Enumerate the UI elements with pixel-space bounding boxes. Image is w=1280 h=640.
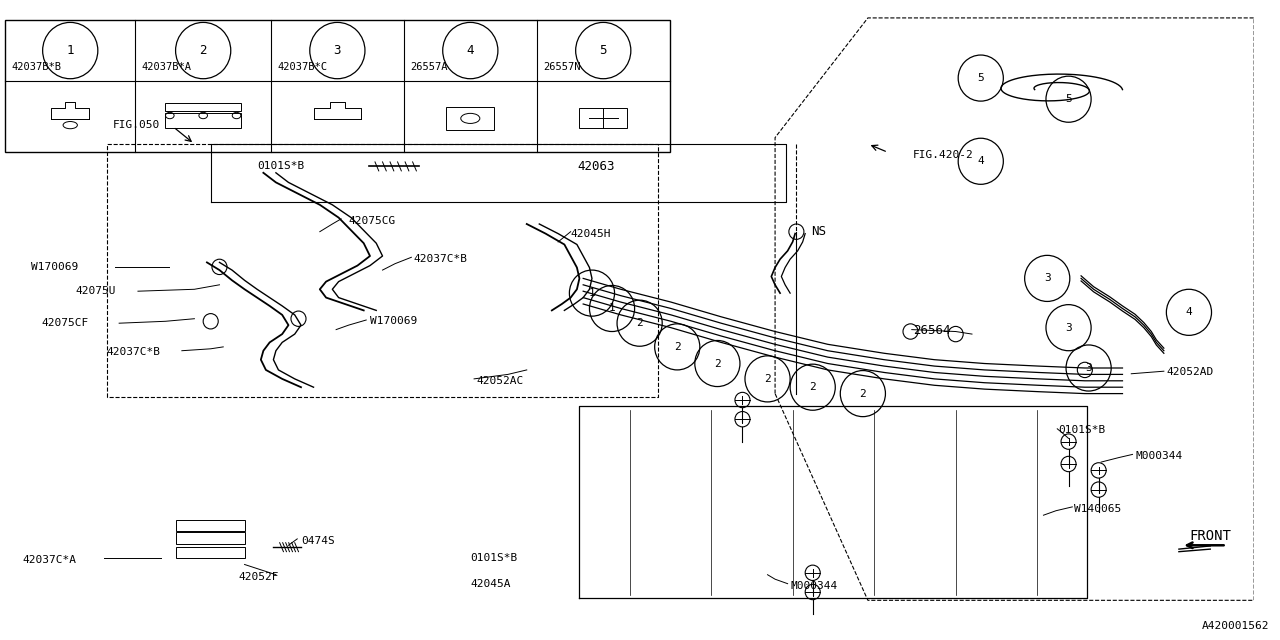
Text: 42037B*A: 42037B*A xyxy=(142,61,192,72)
Text: 26557A: 26557A xyxy=(410,61,448,72)
Text: FRONT: FRONT xyxy=(1189,529,1231,543)
Bar xyxy=(447,107,494,130)
Text: 42052F: 42052F xyxy=(238,572,279,582)
Text: 42045H: 42045H xyxy=(571,228,611,239)
Bar xyxy=(5,20,669,152)
Bar xyxy=(580,108,627,129)
Text: 5: 5 xyxy=(1065,94,1071,104)
Text: 0474S: 0474S xyxy=(301,536,335,546)
Text: FIG.050: FIG.050 xyxy=(113,120,160,130)
Text: 2: 2 xyxy=(859,388,867,399)
Text: 42037C*B: 42037C*B xyxy=(413,254,468,264)
Bar xyxy=(175,520,244,531)
Text: 3: 3 xyxy=(334,44,342,57)
Text: 42052AD: 42052AD xyxy=(1166,367,1213,378)
Bar xyxy=(165,113,242,129)
Text: 0101S*B: 0101S*B xyxy=(257,161,305,172)
Text: 3: 3 xyxy=(1044,273,1051,284)
Text: 42037B*B: 42037B*B xyxy=(12,61,61,72)
Text: 0101S*B: 0101S*B xyxy=(1059,425,1106,435)
Text: 2: 2 xyxy=(714,358,721,369)
Text: 26557N: 26557N xyxy=(543,61,581,72)
Text: W140065: W140065 xyxy=(1074,504,1121,514)
Text: W170069: W170069 xyxy=(31,262,78,272)
Text: W170069: W170069 xyxy=(370,316,417,326)
Text: 5: 5 xyxy=(599,44,607,57)
Text: NS: NS xyxy=(812,225,827,238)
Text: 1: 1 xyxy=(67,44,74,57)
Text: 2: 2 xyxy=(764,374,771,384)
Text: A420001562: A420001562 xyxy=(1202,621,1268,631)
Bar xyxy=(175,532,244,544)
Text: 2: 2 xyxy=(636,318,643,328)
Text: 3: 3 xyxy=(1085,363,1092,373)
Text: 42045A: 42045A xyxy=(470,579,511,589)
Text: 2: 2 xyxy=(809,382,817,392)
Text: 42037B*C: 42037B*C xyxy=(278,61,328,72)
Text: M000344: M000344 xyxy=(1135,451,1183,461)
Text: 1: 1 xyxy=(589,288,595,298)
Text: 2: 2 xyxy=(200,44,207,57)
Text: 26564: 26564 xyxy=(913,324,951,337)
Text: 42063: 42063 xyxy=(577,160,614,173)
Text: 42075CF: 42075CF xyxy=(41,318,88,328)
Text: 4: 4 xyxy=(978,156,984,166)
Bar xyxy=(175,547,244,558)
Text: M000344: M000344 xyxy=(790,580,837,591)
Bar xyxy=(165,102,242,111)
Text: 42037C*A: 42037C*A xyxy=(23,555,77,565)
Text: 2: 2 xyxy=(673,342,681,352)
Text: 3: 3 xyxy=(1065,323,1071,333)
Text: 42052AC: 42052AC xyxy=(476,376,524,386)
Text: 4: 4 xyxy=(467,44,474,57)
Text: FIG.420-2: FIG.420-2 xyxy=(913,150,974,160)
Text: 42075U: 42075U xyxy=(76,286,115,296)
Text: 0101S*B: 0101S*B xyxy=(470,553,517,563)
Text: 42075CG: 42075CG xyxy=(348,216,396,226)
Text: 5: 5 xyxy=(978,73,984,83)
Text: 42037C*B: 42037C*B xyxy=(106,347,160,357)
Text: 4: 4 xyxy=(1185,307,1193,317)
Text: 1: 1 xyxy=(609,303,616,314)
